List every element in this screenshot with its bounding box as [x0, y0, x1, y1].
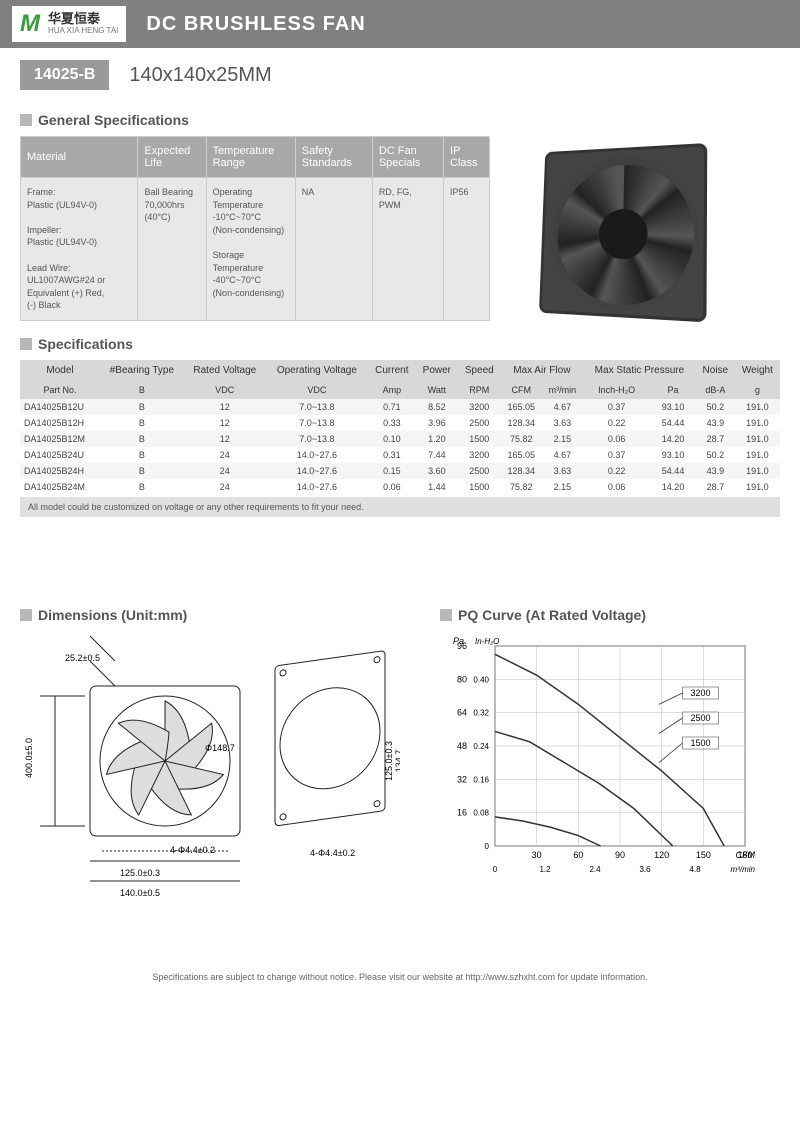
svg-text:64: 64	[457, 708, 467, 718]
svg-text:m³/min: m³/min	[731, 865, 756, 874]
fan-image	[510, 136, 730, 326]
svg-text:30: 30	[532, 850, 542, 860]
logo-cn: 华夏恒泰	[48, 12, 118, 26]
svg-text:1500: 1500	[690, 738, 710, 748]
svg-text:2.4: 2.4	[589, 865, 601, 874]
svg-text:0.32: 0.32	[473, 709, 489, 718]
svg-text:Pa: Pa	[453, 636, 464, 646]
svg-text:120: 120	[654, 850, 669, 860]
section-dimensions: Dimensions (Unit:mm)	[20, 607, 410, 623]
svg-text:32: 32	[457, 774, 467, 784]
section-specs: Specifications	[20, 336, 780, 352]
footer: Specifications are subject to change wit…	[0, 964, 800, 990]
svg-text:16: 16	[457, 808, 467, 818]
svg-text:140.0±0.5: 140.0±0.5	[120, 888, 160, 898]
header-title: DC BRUSHLESS FAN	[146, 13, 365, 36]
svg-text:1.2: 1.2	[539, 865, 551, 874]
header-bar: M 华夏恒泰 HUA XIA HENG TAI DC BRUSHLESS FAN	[0, 0, 800, 48]
logo-en: HUA XIA HENG TAI	[48, 27, 118, 36]
svg-text:0: 0	[485, 842, 490, 851]
spec-table: Model#Bearing TypeRated VoltageOperating…	[20, 360, 780, 495]
svg-text:25.2±0.5: 25.2±0.5	[65, 653, 100, 663]
svg-text:400.0±5.0: 400.0±5.0	[24, 738, 34, 778]
model-bar: 14025-B 140x140x25MM	[0, 48, 800, 102]
svg-text:134.7: 134.7	[394, 750, 400, 773]
logo-mark: M	[20, 10, 40, 38]
svg-text:In-H₂O: In-H₂O	[475, 637, 499, 646]
svg-text:2500: 2500	[690, 713, 710, 723]
svg-text:0: 0	[493, 865, 498, 874]
svg-text:4.8: 4.8	[689, 865, 701, 874]
svg-text:4-Φ4.4±0.2: 4-Φ4.4±0.2	[170, 845, 215, 855]
pq-chart: 30609012015018016324864809600.080.160.24…	[440, 631, 760, 891]
svg-text:0.08: 0.08	[473, 809, 489, 818]
svg-text:90: 90	[615, 850, 625, 860]
svg-text:60: 60	[573, 850, 583, 860]
svg-text:0.24: 0.24	[473, 742, 489, 751]
dimension-drawing: 25.2±0.5 400.0±5.0 Φ148.7 125.0±0.3 140.…	[20, 631, 400, 911]
svg-text:125.0±0.3: 125.0±0.3	[120, 868, 160, 878]
svg-text:Φ148.7: Φ148.7	[205, 743, 235, 753]
model-code: 14025-B	[20, 60, 109, 90]
svg-text:150: 150	[696, 850, 711, 860]
svg-text:80: 80	[457, 674, 467, 684]
svg-text:CFM: CFM	[736, 850, 756, 860]
svg-text:3.6: 3.6	[639, 865, 651, 874]
svg-text:48: 48	[457, 741, 467, 751]
svg-text:0.40: 0.40	[473, 675, 489, 684]
svg-text:0.16: 0.16	[473, 775, 489, 784]
section-pq: PQ Curve (At Rated Voltage)	[440, 607, 780, 623]
svg-text:4-Φ4.4±0.2: 4-Φ4.4±0.2	[310, 848, 355, 858]
logo: M 华夏恒泰 HUA XIA HENG TAI	[12, 6, 126, 42]
section-general: General Specifications	[20, 112, 780, 128]
svg-text:125.0±0.3: 125.0±0.3	[384, 741, 394, 781]
spec-note: All model could be customized on voltage…	[20, 497, 780, 517]
model-dim: 140x140x25MM	[129, 64, 271, 87]
svg-text:3200: 3200	[690, 688, 710, 698]
general-table: MaterialExpected LifeTemperature RangeSa…	[20, 136, 490, 321]
